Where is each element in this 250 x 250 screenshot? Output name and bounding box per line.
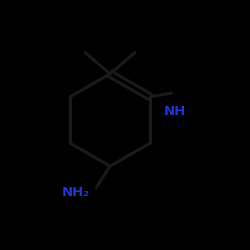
Text: NH: NH (164, 105, 186, 118)
Text: NH₂: NH₂ (62, 186, 90, 199)
